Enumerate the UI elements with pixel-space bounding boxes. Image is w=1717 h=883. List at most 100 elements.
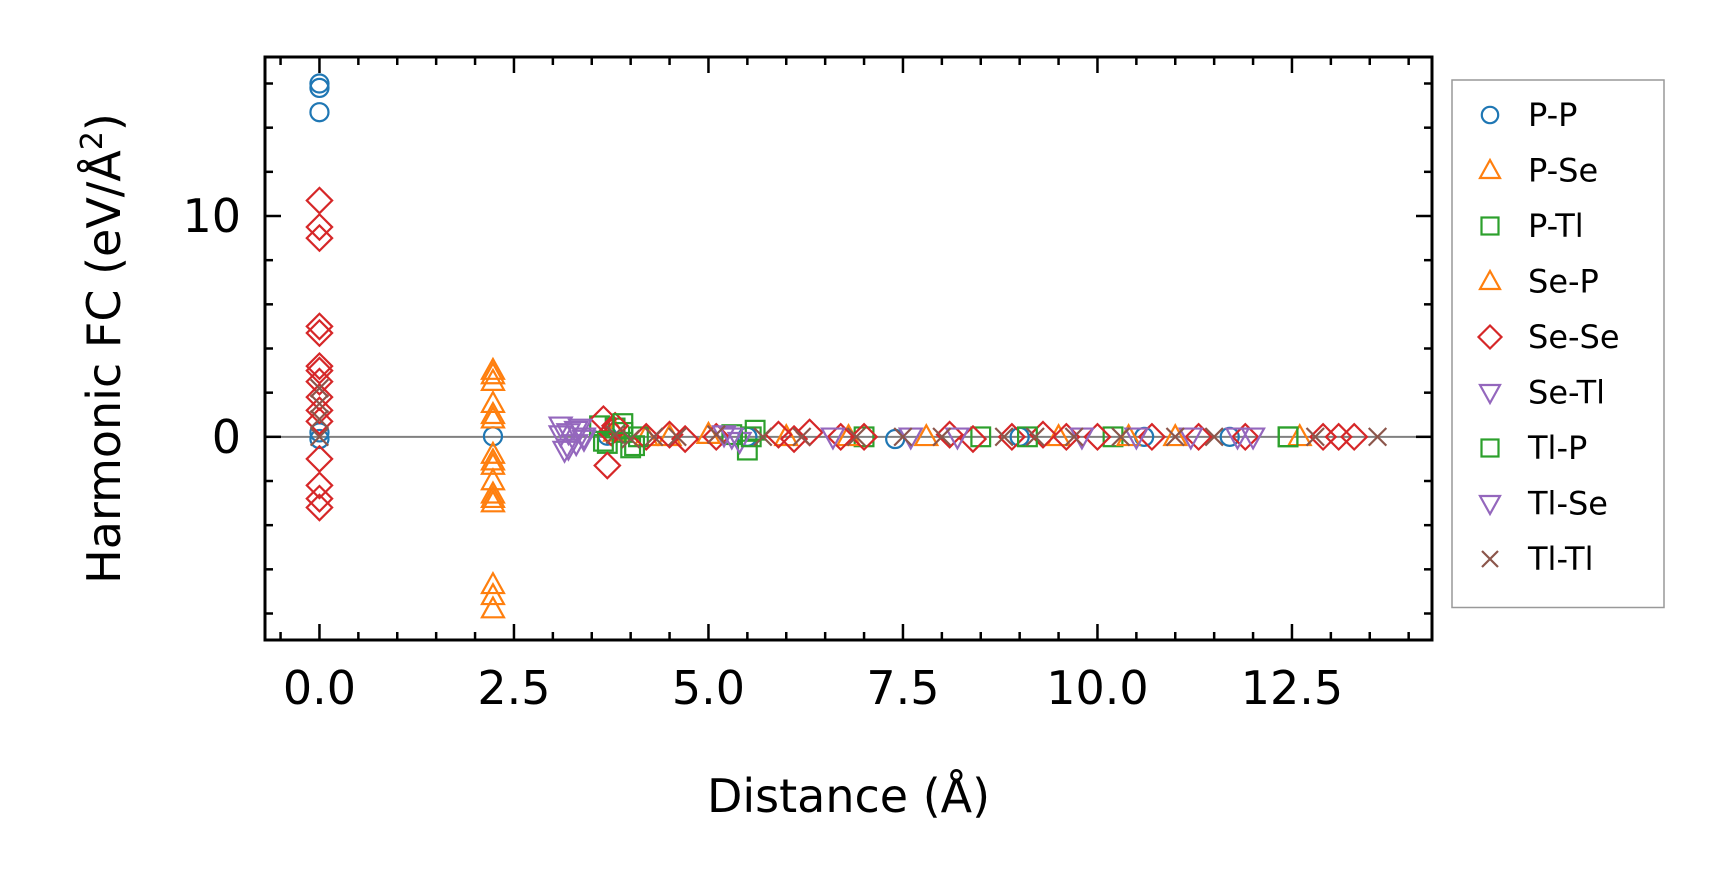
data-point-Tl-Tl [644, 427, 664, 447]
data-point-P-Se [1162, 423, 1189, 447]
data-point-Tl-Tl [893, 427, 913, 447]
data-point-P-Se [480, 582, 506, 606]
data-point-Tl-Tl [932, 427, 952, 447]
series-Tl-Tl [309, 378, 1388, 449]
series-Tl-P [592, 413, 1299, 457]
x-axis-label: Distance (Å) [707, 769, 990, 823]
data-point-Se-Se [1137, 422, 1167, 452]
data-point-P-Se [480, 440, 506, 464]
x-tick-label: 2.5 [477, 661, 550, 715]
data-point-Tl-Tl [1305, 427, 1325, 447]
data-point-Se-Tl [551, 440, 578, 464]
legend-entry: P-Tl [1480, 207, 1584, 245]
x-tick-label: 0.0 [283, 661, 356, 715]
legend-marker [1480, 216, 1500, 236]
series-P-P [309, 73, 1240, 450]
data-point-Se-Se [1028, 420, 1058, 449]
data-point-Se-Se [935, 420, 964, 449]
data-point-Se-Se [1052, 422, 1081, 452]
data-point-Tl-P [612, 413, 634, 435]
data-point-P-P [309, 73, 330, 94]
legend-marker [1480, 105, 1500, 125]
legend-box [1451, 79, 1665, 609]
data-point-P-Se [480, 356, 506, 380]
legend-label: P-Se [1528, 152, 1598, 190]
legend-entry: Tl-Tl [1481, 540, 1593, 578]
data-point-Se-Se [305, 351, 334, 381]
data-point-P-Se [1045, 423, 1072, 447]
legend-entry: P-Se [1478, 152, 1598, 190]
legend-label: Se-Tl [1528, 374, 1605, 412]
y-tick-label: 10 [182, 189, 241, 243]
data-point-P-Se [480, 367, 506, 391]
legend-entry: Tl-Se [1478, 485, 1608, 523]
legend-label: P-Tl [1528, 207, 1584, 245]
data-point-P-Tl [970, 426, 992, 448]
data-point-Se-Tl [944, 427, 971, 451]
data-point-Tl-P [592, 430, 614, 452]
data-point-Tl-P [1016, 426, 1038, 448]
data-point-Se-Se [1083, 422, 1112, 452]
data-point-Tl-Tl [309, 427, 330, 447]
legend-label: Tl-P [1527, 429, 1587, 467]
data-point-Tl-Tl [309, 409, 330, 429]
data-point-Tl-Se [547, 425, 574, 449]
legend-marker [1478, 494, 1502, 517]
y-axis-label-superscript: 2 [75, 131, 110, 150]
data-point-P-P [309, 428, 330, 450]
data-point-Se-Se [702, 422, 731, 452]
data-point-P-Se [480, 389, 506, 414]
data-point-P-Se [480, 451, 506, 475]
data-point-Tl-Tl [792, 427, 812, 447]
axis-ticks [265, 57, 1432, 640]
data-point-Se-P [480, 447, 506, 471]
data-point-Tl-Tl [667, 427, 687, 447]
data-point-Se-Se [305, 444, 334, 474]
data-point-Se-Se [305, 484, 334, 513]
data-point-Tl-Se [1123, 427, 1150, 451]
data-point-Se-Se [305, 471, 334, 500]
legend-entry: Se-Tl [1478, 374, 1605, 412]
data-point-Se-Se [305, 186, 334, 215]
data-point-Tl-Tl [1367, 427, 1388, 447]
x-tick-label: 7.5 [866, 661, 939, 715]
x-tick-label: 10.0 [1046, 661, 1148, 715]
data-point-Tl-Tl [1111, 427, 1131, 447]
data-point-Se-Se [1184, 422, 1213, 452]
data-point-P-Se [480, 570, 506, 595]
series-P-Se [480, 356, 1313, 619]
data-point-Tl-Tl [605, 425, 625, 445]
data-point-Tl-Tl [753, 427, 773, 447]
data-point-Se-Se [1231, 422, 1260, 452]
data-point-Tl-Tl [994, 427, 1014, 447]
data-point-Se-Se [958, 424, 988, 454]
data-point-Tl-Tl [621, 429, 641, 449]
data-point-Tl-Se [571, 429, 597, 453]
y-axis-label-end: ) [77, 113, 131, 131]
legend-label: Tl-Tl [1527, 540, 1593, 578]
data-point-P-Se [480, 484, 506, 509]
data-point-Se-Se [305, 367, 334, 396]
data-point-P-Se [1286, 423, 1313, 447]
x-tick-label: 12.5 [1241, 661, 1343, 715]
legend-entry: P-P [1480, 96, 1577, 134]
data-point-Tl-Tl [309, 394, 330, 414]
data-point-Se-Tl [820, 427, 846, 451]
data-point-Tl-P [740, 426, 762, 448]
data-point-Se-Se [593, 451, 622, 480]
data-point-P-Se [480, 405, 506, 429]
legend-label: P-P [1528, 96, 1577, 134]
data-point-Se-Se [305, 212, 334, 242]
data-point-Se-Se [305, 396, 334, 425]
data-point-P-P [309, 77, 330, 99]
data-point-Se-P [480, 480, 506, 504]
legend-label: Tl-Se [1527, 485, 1608, 523]
data-points [305, 73, 1388, 619]
data-point-Se-Se [305, 318, 334, 348]
data-point-Tl-Se [1224, 427, 1251, 451]
legend-label: Se-P [1528, 263, 1599, 301]
y-axis-label-main: Harmonic FC (eV/Å [77, 150, 131, 584]
legend-marker [1478, 268, 1502, 291]
axes-frame [263, 55, 1434, 642]
